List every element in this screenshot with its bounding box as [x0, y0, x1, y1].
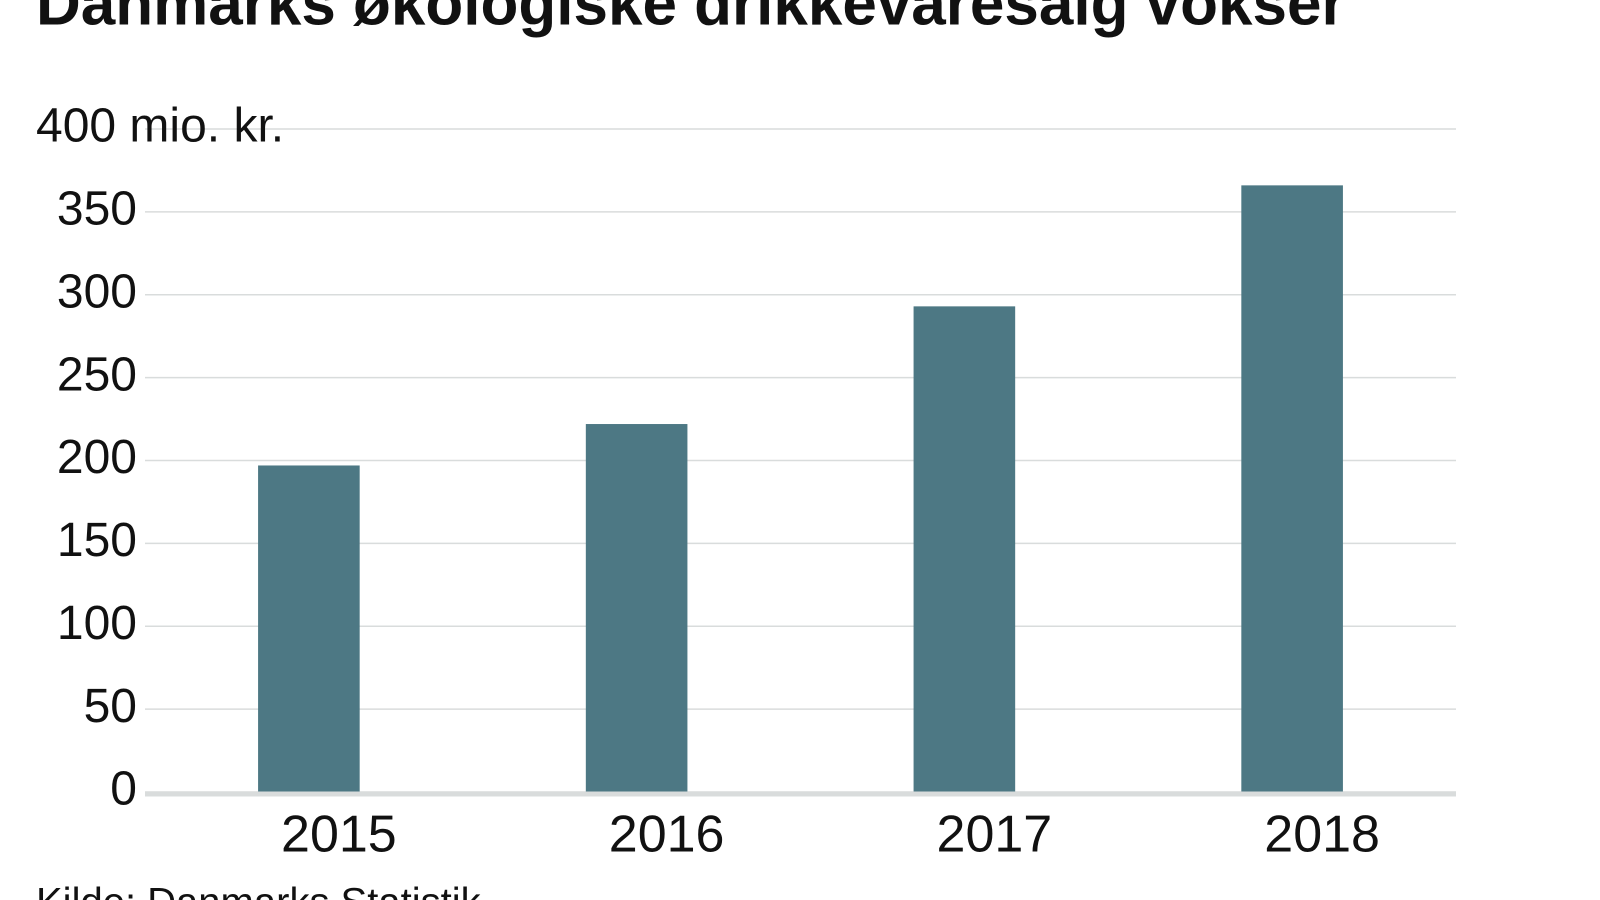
x-tick-label: 2017 [937, 806, 1053, 864]
bar [1241, 185, 1343, 793]
x-tick-label: 2015 [281, 806, 397, 864]
x-tick-label: 2016 [609, 806, 725, 864]
y-tick-label: 200 [57, 431, 137, 484]
y-tick-label: 300 [57, 265, 137, 318]
y-tick-label: 150 [57, 514, 137, 567]
y-tick-label: 50 [84, 680, 137, 733]
y-tick-label: 400 mio. kr. [36, 100, 284, 153]
y-tick-label: 0 [110, 763, 137, 816]
y-tick-label: 250 [57, 348, 137, 401]
bar [585, 424, 688, 792]
chart-title: Danmarks økologiske drikkevaresalg vokse… [36, 0, 1346, 38]
y-tick-label: 100 [57, 597, 137, 650]
bar [913, 306, 1016, 792]
x-tick-label: 2018 [1264, 806, 1380, 864]
y-tick-label: 350 [57, 183, 137, 236]
source: Kilde: Danmarks Statistik [36, 881, 482, 900]
bar [258, 465, 360, 792]
